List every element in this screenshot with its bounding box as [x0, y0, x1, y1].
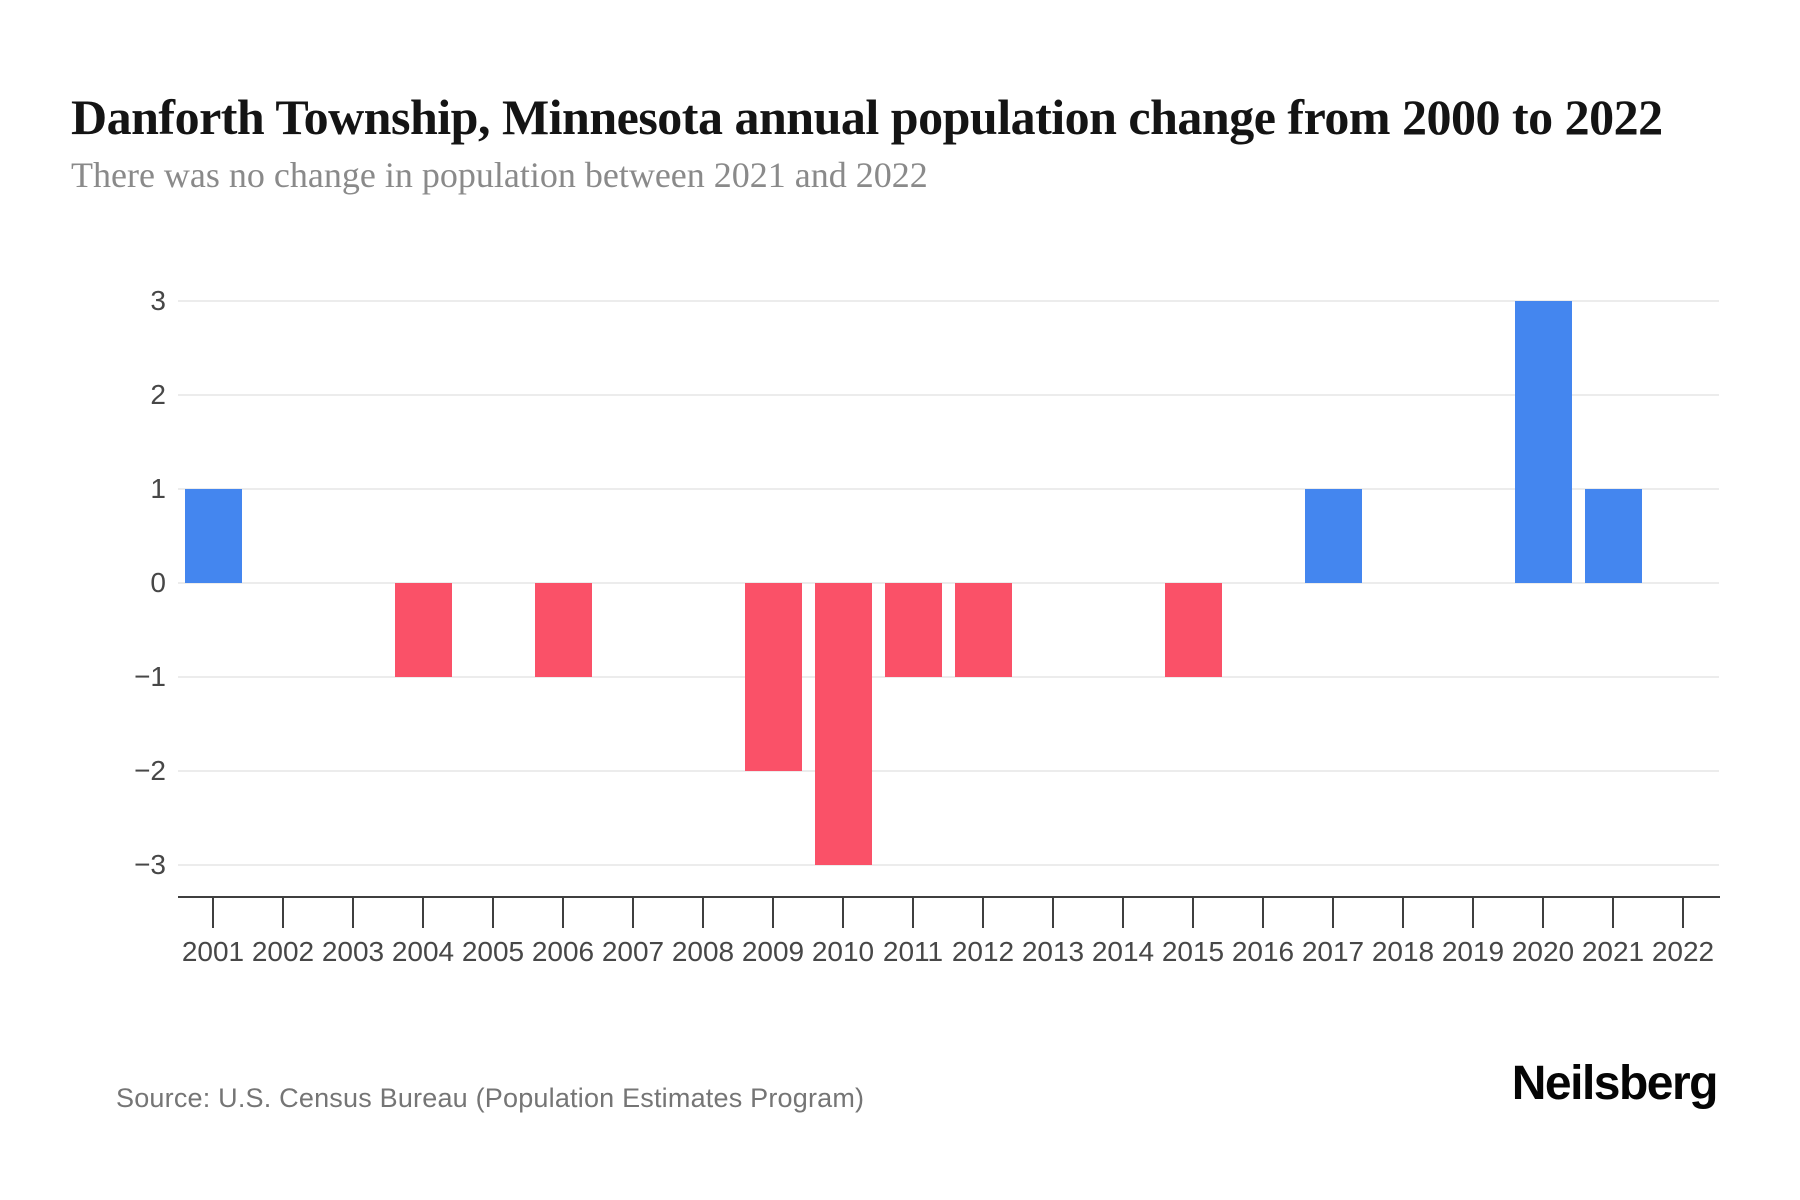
y-axis-label-2: 2: [150, 379, 166, 410]
x-axis-label-2006: 2006: [531, 936, 595, 967]
x-axis-label-2010: 2010: [811, 936, 875, 967]
x-axis-tick-2001: [212, 898, 214, 928]
x-axis-label-2013: 2013: [1021, 936, 1085, 967]
bar-2021[interactable]: [1584, 489, 1642, 583]
bar-2006[interactable]: [534, 583, 592, 677]
x-axis-tick-2016: [1262, 898, 1264, 928]
x-axis-tick-2007: [632, 898, 634, 928]
x-axis-tick-2002: [282, 898, 284, 928]
bar-2015[interactable]: [1164, 583, 1222, 677]
x-axis-label-2004: 2004: [391, 936, 455, 967]
gridline-y-2: [178, 394, 1719, 396]
x-axis-tick-2021: [1612, 898, 1614, 928]
neilsberg-logo: Neilsberg: [1511, 1057, 1719, 1110]
x-axis-tick-2013: [1052, 898, 1054, 928]
x-axis-label-2015: 2015: [1161, 936, 1225, 967]
bar-2004[interactable]: [394, 583, 452, 677]
x-axis-label-2003: 2003: [321, 936, 385, 967]
bar-2017[interactable]: [1304, 489, 1362, 583]
bar-2012[interactable]: [954, 583, 1012, 677]
x-axis-label-2012: 2012: [951, 936, 1015, 967]
bar-2009[interactable]: [744, 583, 802, 771]
y-axis-label--1: −1: [134, 661, 166, 692]
x-axis-label-2009: 2009: [741, 936, 805, 967]
x-axis-tick-2014: [1122, 898, 1124, 928]
gridline-y--3: [178, 864, 1719, 866]
x-axis-tick-2004: [422, 898, 424, 928]
bar-2020[interactable]: [1514, 301, 1572, 583]
x-axis-tick-2003: [352, 898, 354, 928]
gridline-y-1: [178, 488, 1719, 490]
x-axis-label-2005: 2005: [461, 936, 525, 967]
x-axis-tick-2008: [702, 898, 704, 928]
x-axis-label-2018: 2018: [1371, 936, 1435, 967]
gridline-y-0: [178, 582, 1719, 584]
source-attribution: Source: U.S. Census Bureau (Population E…: [116, 1083, 865, 1113]
x-axis-label-2002: 2002: [251, 936, 315, 967]
bar-2001[interactable]: [184, 489, 242, 583]
x-axis-label-2011: 2011: [882, 936, 944, 967]
x-axis-tick-2012: [982, 898, 984, 928]
y-axis-label-3: 3: [150, 285, 166, 316]
x-axis-label-2014: 2014: [1091, 936, 1155, 967]
y-axis-label--3: −3: [134, 849, 166, 880]
chart-subtitle: There was no change in population betwee…: [71, 155, 928, 195]
bar-chart-plot-area: 3 2 1 0 −1 −2 −3 2001 2002 2003 2004 2005 2006 2007 2…: [134, 285, 1720, 967]
x-axis-tick-2019: [1472, 898, 1474, 928]
y-axis-label-1: 1: [150, 473, 166, 504]
x-axis-label-2021: 2021: [1581, 936, 1645, 967]
x-axis-tick-2010: [842, 898, 844, 928]
x-axis-tick-2015: [1192, 898, 1194, 928]
x-axis-line: [178, 896, 1720, 898]
x-axis-label-2016: 2016: [1231, 936, 1295, 967]
x-axis-tick-2005: [492, 898, 494, 928]
x-axis-label-2001: 2001: [181, 936, 245, 967]
x-axis-label-2017: 2017: [1301, 936, 1365, 967]
bar-2010[interactable]: [814, 583, 872, 865]
x-axis-label-2008: 2008: [671, 936, 735, 967]
x-axis-tick-2017: [1332, 898, 1334, 928]
gridline-y--2: [178, 770, 1719, 772]
chart-title: Danforth Township, Minnesota annual popu…: [71, 88, 1663, 145]
x-axis-label-2007: 2007: [601, 936, 665, 967]
y-axis-label--2: −2: [134, 755, 166, 786]
x-axis-label-2020: 2020: [1511, 936, 1575, 967]
y-axis-label-0: 0: [150, 567, 166, 598]
x-axis-tick-2020: [1542, 898, 1544, 928]
gridline-y--1: [178, 676, 1719, 678]
x-axis-tick-2009: [772, 898, 774, 928]
x-axis-tick-2022: [1682, 898, 1684, 928]
x-axis-tick-2011: [912, 898, 914, 928]
bar-2011[interactable]: [884, 583, 942, 677]
x-axis-label-2019: 2019: [1441, 936, 1505, 967]
x-axis-tick-2006: [562, 898, 564, 928]
gridline-y-3: [178, 300, 1719, 302]
x-axis-tick-2018: [1402, 898, 1404, 928]
x-axis-label-2022: 2022: [1651, 936, 1715, 967]
